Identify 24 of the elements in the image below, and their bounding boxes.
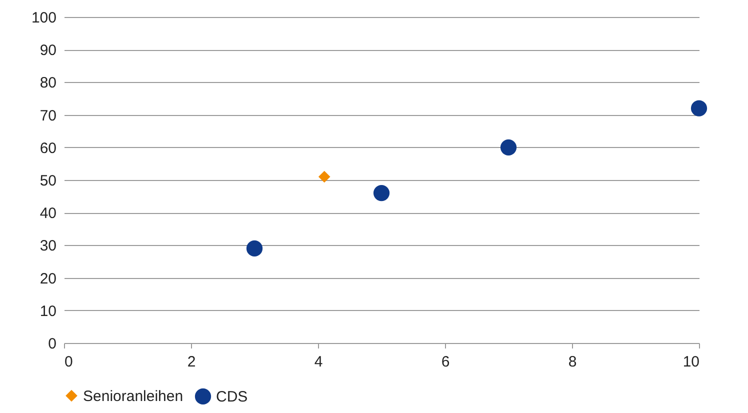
y-tick-label: 40: [40, 205, 56, 222]
x-tick-label: 2: [187, 354, 196, 370]
y-tick-label: 60: [40, 140, 56, 157]
point: [373, 184, 390, 202]
y-tick-label: 90: [40, 42, 56, 60]
x-tick-label: 8: [568, 354, 577, 370]
y-tick-label: 0: [48, 336, 56, 352]
x-tick-label: 0: [64, 354, 73, 370]
y-tick-label: 10: [40, 302, 56, 320]
legend-label: CDS: [216, 388, 248, 406]
y-tick-label: 100: [31, 10, 56, 26]
y-tick-label: 50: [40, 172, 56, 190]
x-tick-label: 10: [682, 354, 700, 370]
point: [500, 139, 517, 156]
x-tick-label: 4: [314, 354, 323, 370]
y-tick-label: 30: [40, 238, 56, 255]
point: [318, 170, 330, 183]
point: [246, 240, 263, 257]
y-tick-label: 20: [40, 270, 56, 288]
legend-label: Senioranleihen: [83, 388, 184, 405]
y-tick-label: 70: [40, 107, 56, 124]
x-tick-label: 6: [441, 354, 450, 370]
y-tick-label: 80: [40, 74, 56, 92]
point: [690, 100, 708, 116]
